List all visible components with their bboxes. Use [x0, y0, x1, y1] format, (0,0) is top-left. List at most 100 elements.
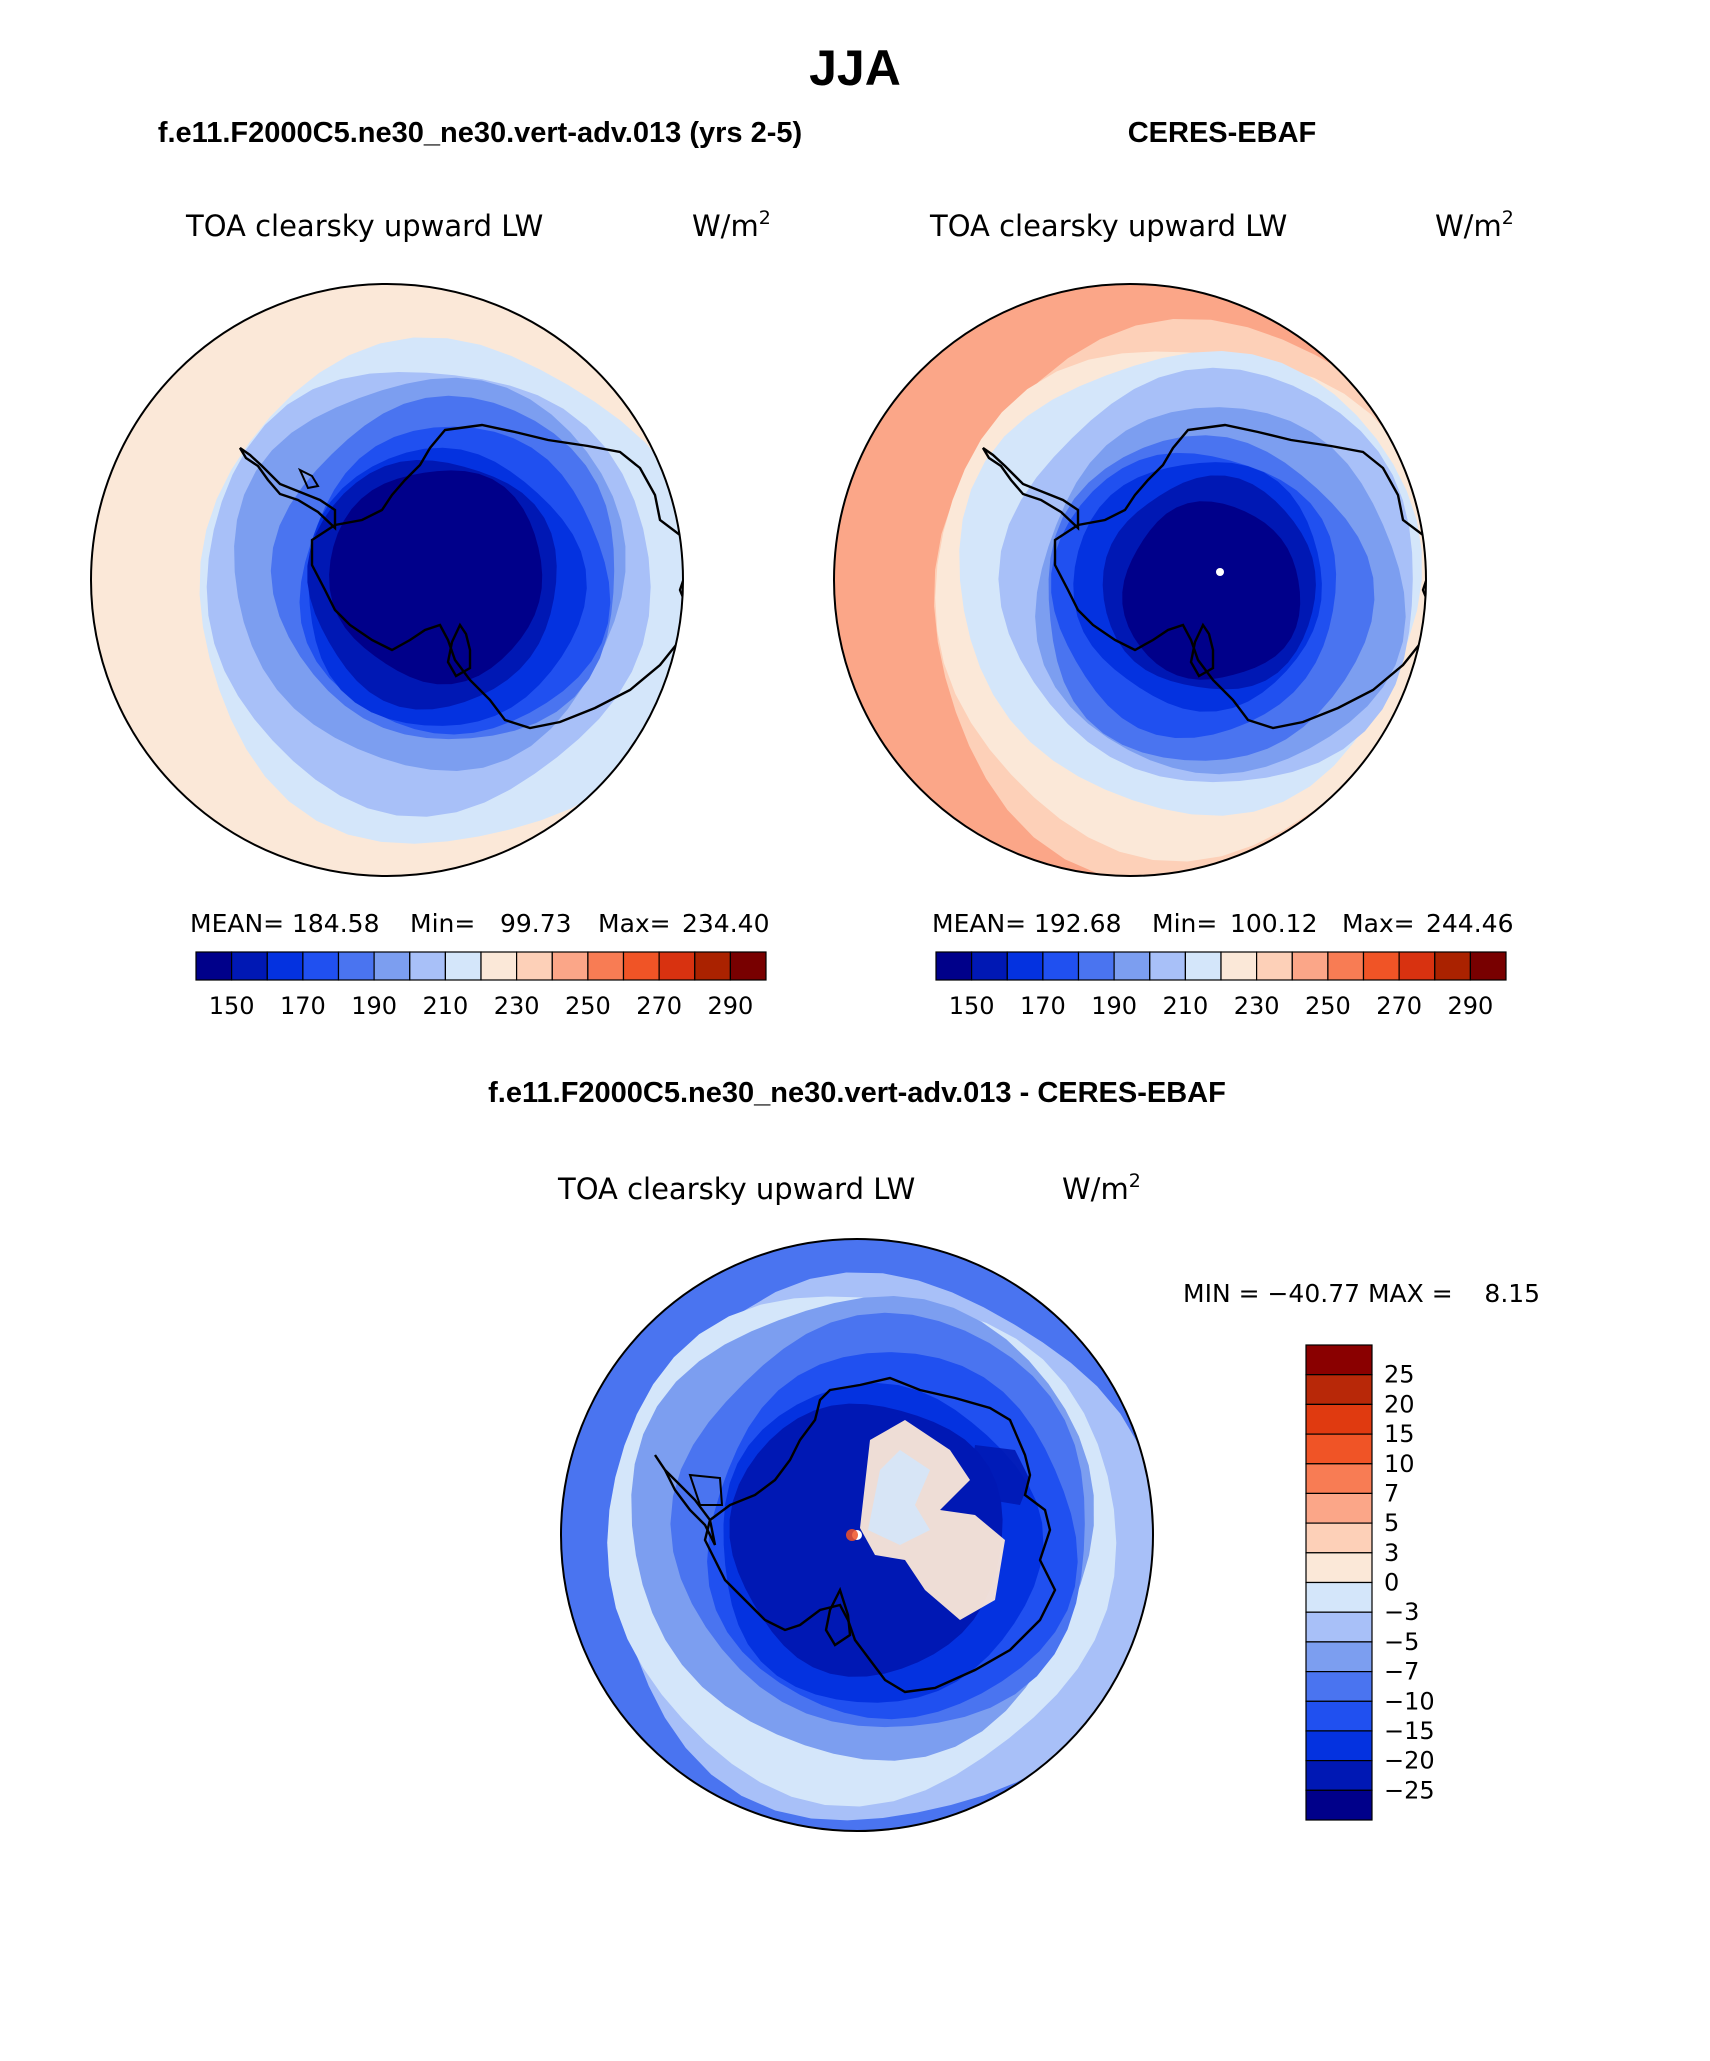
- obs-panel: CERES-EBAF TOA clearsky upward LW W/m2 M…: [833, 117, 1514, 1020]
- model-units-label: W/m2: [692, 207, 771, 243]
- obs-colorbar-tick-label: 150: [949, 992, 995, 1020]
- diff-colorbar-tick-label: 7: [1384, 1479, 1399, 1507]
- model-mean-value: 184.58: [292, 909, 379, 938]
- model-colorbar-tick-label: 230: [494, 992, 540, 1020]
- model-colorbar-tick-label: 250: [565, 992, 611, 1020]
- diff-map: [561, 1239, 1153, 1831]
- model-contour-fill: [91, 284, 683, 876]
- obs-colorbar-swatch: [970, 951, 1008, 981]
- obs-colorbar-swatch: [1077, 951, 1115, 981]
- model-ross-inlet: [446, 622, 472, 678]
- obs-colorbar-tick-label: 210: [1162, 992, 1208, 1020]
- model-colorbar-tick-label: 290: [707, 992, 753, 1020]
- obs-ross-inlet: [1189, 622, 1215, 678]
- obs-min-value: 100.12: [1230, 909, 1317, 938]
- obs-colorbar: 150 170 190 210 230 250 270 290: [935, 951, 1507, 1020]
- diff-colorbar-tick-label: −25: [1384, 1776, 1435, 1804]
- diff-colorbar-tick-label: 10: [1384, 1450, 1415, 1478]
- obs-colorbar-swatch: [1255, 951, 1293, 981]
- model-antarctica-outline: [310, 423, 683, 730]
- obs-colorbar-swatch: [1006, 951, 1044, 981]
- model-panel: f.e11.F2000C5.ne30_ne30.vert-adv.013 (yr…: [90, 117, 802, 1020]
- model-variable-label: TOA clearsky upward LW: [185, 209, 543, 243]
- diff-colorbar-tick-label: −3: [1384, 1598, 1419, 1626]
- obs-colorbar-swatch: [1398, 951, 1436, 981]
- model-colorbar-tick-label: 170: [280, 992, 326, 1020]
- obs-colorbar-tick-label: 250: [1305, 992, 1351, 1020]
- model-contour-band: [329, 470, 543, 685]
- diff-peninsula-outline: [654, 1454, 717, 1546]
- model-max-label: Max=: [598, 909, 671, 938]
- model-colorbar-swatch: [551, 951, 589, 981]
- model-colorbar-swatch: [302, 951, 340, 981]
- model-colorbar-swatch: [622, 951, 660, 981]
- obs-colorbar-tick-label: 230: [1234, 992, 1280, 1020]
- model-colorbar-swatch: [587, 951, 625, 981]
- model-colorbar-swatch: [266, 951, 304, 981]
- diff-antarctica-outline: [703, 1376, 1057, 1694]
- model-heading: f.e11.F2000C5.ne30_ne30.vert-adv.013 (yr…: [158, 117, 802, 149]
- diff-colorbar-swatch: [1305, 1789, 1373, 1821]
- diff-colorbar-tick-label: 15: [1384, 1420, 1415, 1448]
- obs-pole-point: [1216, 568, 1224, 576]
- model-colorbar-swatch: [444, 951, 482, 981]
- diff-colorbar-tick-label: −20: [1384, 1747, 1435, 1775]
- diff-colorbar-swatch: [1305, 1522, 1373, 1554]
- model-min-label: Min=: [410, 909, 475, 938]
- diff-colorbar-swatch: [1305, 1552, 1373, 1584]
- model-colorbar-swatch: [658, 951, 696, 981]
- model-map-border: [90, 283, 684, 877]
- diff-colorbar-swatch: [1305, 1463, 1373, 1495]
- model-island: [297, 467, 320, 490]
- diff-heading: f.e11.F2000C5.ne30_ne30.vert-adv.013 - C…: [488, 1077, 1226, 1109]
- obs-variable-label: TOA clearsky upward LW: [929, 209, 1287, 243]
- obs-antarctica-outline: [1053, 423, 1426, 730]
- obs-colorbar-tick-label: 170: [1020, 992, 1066, 1020]
- model-colorbar-swatch: [337, 951, 375, 981]
- diff-cold-bias-region: [970, 1445, 1030, 1505]
- obs-colorbar-swatch: [1434, 951, 1472, 981]
- diff-panel: f.e11.F2000C5.ne30_ne30.vert-adv.013 - C…: [488, 1077, 1540, 1832]
- model-colorbar-swatch: [694, 951, 731, 981]
- model-colorbar-swatch: [515, 951, 553, 981]
- diff-colorbar-swatch: [1305, 1492, 1373, 1524]
- diff-colorbar-swatch: [1305, 1641, 1373, 1673]
- obs-max-label: Max=: [1342, 909, 1415, 938]
- diff-colorbar-swatch: [1305, 1403, 1373, 1435]
- model-max-value: 234.40: [682, 909, 769, 938]
- obs-colorbar-swatch: [1149, 951, 1187, 981]
- obs-colorbar-tick-label: 270: [1376, 992, 1422, 1020]
- model-colorbar: 150 170 190 210 230 250 270 290: [195, 951, 767, 1020]
- diff-colorbar-swatch: [1305, 1730, 1373, 1762]
- obs-mean-label: MEAN=: [932, 909, 1026, 938]
- model-stats: MEAN= 184.58 Min= 99.73 Max= 234.40: [190, 909, 769, 938]
- diff-variable-label: TOA clearsky upward LW: [557, 1172, 915, 1206]
- obs-colorbar-swatch: [1327, 951, 1365, 981]
- diff-inlet-box: [688, 1473, 724, 1506]
- diff-colorbar-swatch: [1305, 1344, 1373, 1376]
- diff-colorbar-swatch: [1305, 1374, 1373, 1405]
- obs-mean-value: 192.68: [1034, 909, 1121, 938]
- diff-minmax: MIN = −40.77 MAX = 8.15: [1183, 1279, 1540, 1308]
- obs-colorbar-swatch: [1184, 951, 1222, 981]
- obs-units-label: W/m2: [1435, 207, 1514, 243]
- obs-heading: CERES-EBAF: [1128, 117, 1317, 149]
- diff-colorbar-tick-label: −15: [1384, 1717, 1435, 1745]
- obs-map-border: [833, 283, 1427, 877]
- diff-colorbar-swatch: [1305, 1670, 1373, 1702]
- obs-colorbar-swatch: [1291, 951, 1329, 981]
- obs-colorbar-tick-label: 290: [1447, 992, 1493, 1020]
- obs-colorbar-swatch: [1362, 951, 1400, 981]
- model-colorbar-swatch: [373, 951, 411, 981]
- obs-stats: MEAN= 192.68 Min= 100.12 Max= 244.46: [932, 909, 1513, 938]
- diff-colorbar-swatch: [1305, 1611, 1373, 1643]
- diff-colorbar-swatch: [1305, 1759, 1373, 1791]
- obs-map: [834, 284, 1426, 876]
- model-colorbar-swatch: [195, 951, 233, 981]
- diff-colorbar-tick-label: 3: [1384, 1539, 1399, 1567]
- obs-colorbar-swatch: [1220, 951, 1258, 981]
- diff-colorbar-tick-label: −10: [1384, 1687, 1435, 1715]
- diff-map-border: [560, 1238, 1154, 1832]
- obs-contour-band: [1122, 501, 1301, 680]
